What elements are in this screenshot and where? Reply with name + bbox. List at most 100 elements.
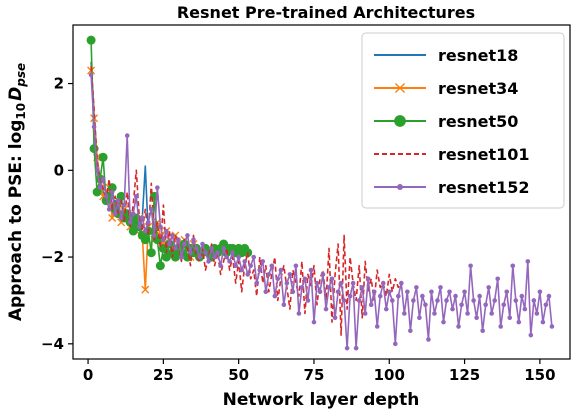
resnet50-point — [146, 248, 156, 258]
legend-label: resnet101 — [438, 145, 530, 164]
resnet152-point — [254, 280, 260, 286]
resnet152-point — [320, 272, 326, 277]
resnet152-point — [399, 280, 404, 286]
legend-item-resnet152: resnet152 — [374, 178, 530, 197]
resnet152-point — [118, 215, 124, 221]
resnet152-line — [90, 74, 553, 350]
y-axis: −4 −2 0 2 — [41, 75, 73, 353]
resnet152-point — [492, 298, 497, 303]
resnet152-point — [402, 311, 407, 316]
resnet152-point — [414, 285, 419, 290]
x-tick-label: 50 — [228, 366, 249, 384]
resnet152-point — [139, 215, 145, 221]
y-tick-label: −2 — [41, 248, 64, 266]
resnet101-line — [90, 66, 402, 336]
resnet152-point — [465, 311, 470, 316]
resnet152-point — [179, 254, 184, 260]
resnet152-point — [344, 345, 350, 351]
resnet152-point — [161, 237, 166, 243]
resnet152-point — [389, 298, 395, 303]
resnet152-point — [109, 189, 115, 195]
resnet152-point — [212, 254, 217, 260]
legend-label: resnet50 — [438, 112, 518, 131]
resnet152-point — [549, 324, 555, 329]
resnet152-point — [519, 293, 525, 299]
resnet152-point — [97, 185, 103, 190]
resnet152-point — [100, 176, 106, 182]
resnet152-point — [495, 276, 501, 282]
resnet152-point — [263, 289, 269, 295]
resnet152-point — [142, 228, 148, 234]
resnet152-point — [516, 319, 522, 325]
resnet152-point — [230, 250, 235, 256]
resnet152-point — [377, 293, 383, 299]
legend-item-resnet101: resnet101 — [374, 145, 530, 164]
resnet152-point — [314, 280, 320, 286]
resnet152-point — [221, 246, 226, 251]
legend-item-resnet18: resnet18 — [374, 46, 518, 65]
resnet152-point — [112, 211, 118, 216]
resnet152-point — [167, 241, 172, 247]
resnet152-point — [338, 280, 344, 286]
resnet152-point — [233, 263, 238, 269]
resnet152-point — [444, 298, 449, 303]
resnet152-point — [88, 72, 94, 78]
resnet152-point — [368, 302, 374, 308]
resnet152-point — [341, 298, 347, 303]
resnet152-point — [435, 298, 440, 303]
y-tick-label: −4 — [41, 335, 64, 353]
resnet152-point — [296, 311, 302, 316]
resnet152-point — [124, 133, 130, 138]
resnet152-point — [513, 298, 519, 303]
x-tick-label: 25 — [153, 366, 174, 384]
resnet152-point — [257, 267, 263, 273]
resnet152-point — [450, 306, 455, 312]
x-tick-label: 150 — [524, 366, 555, 384]
resnet152-point — [242, 259, 247, 264]
resnet152-point — [203, 250, 208, 256]
resnet152-point — [474, 315, 479, 321]
resnet152-point — [489, 311, 494, 316]
resnet152-point — [127, 220, 133, 225]
resnet152-point — [293, 263, 299, 269]
resnet152-point — [371, 289, 377, 295]
resnet152-point — [269, 263, 275, 269]
resnet152-point — [365, 276, 371, 282]
resnet152-point — [299, 285, 305, 290]
y-tick-label: 2 — [54, 75, 64, 93]
resnet152-point — [251, 254, 257, 260]
resnet152-point — [305, 298, 311, 303]
resnet152-point — [302, 276, 308, 282]
legend-box — [361, 32, 565, 209]
resnet152-point — [272, 293, 278, 299]
resnet152-point — [386, 289, 392, 295]
resnet152-point — [191, 237, 196, 243]
resnet152-point — [284, 280, 290, 286]
resnet152-point — [507, 315, 513, 321]
resnet152-point — [224, 254, 229, 260]
resnet152-point — [405, 289, 410, 295]
resnet152-point — [176, 237, 181, 243]
resnet152-point — [182, 241, 187, 247]
resnet152-point — [477, 293, 482, 299]
x-axis: 0 25 50 75 100 125 150 — [83, 359, 556, 384]
resnet152-point — [528, 332, 534, 338]
resnet152-point — [287, 272, 293, 277]
resnet152-point — [417, 315, 422, 321]
resnet152-point — [152, 233, 157, 238]
resnet152-point — [106, 207, 112, 212]
resnet152-point — [173, 246, 178, 251]
resnet152-point — [374, 324, 380, 329]
resnet152-point — [215, 250, 220, 256]
y-axis-label: Approach to PSE: log10Dpse — [6, 63, 28, 321]
resnet152-point — [115, 198, 121, 203]
legend-label: resnet152 — [438, 178, 530, 197]
resnet152-point — [103, 194, 109, 199]
resnet152-point — [121, 202, 127, 208]
resnet152-point — [420, 293, 425, 299]
resnet50-point — [140, 235, 150, 245]
resnet152-point — [380, 280, 386, 286]
resnet152-point — [480, 328, 485, 334]
resnet152-point — [426, 337, 431, 342]
